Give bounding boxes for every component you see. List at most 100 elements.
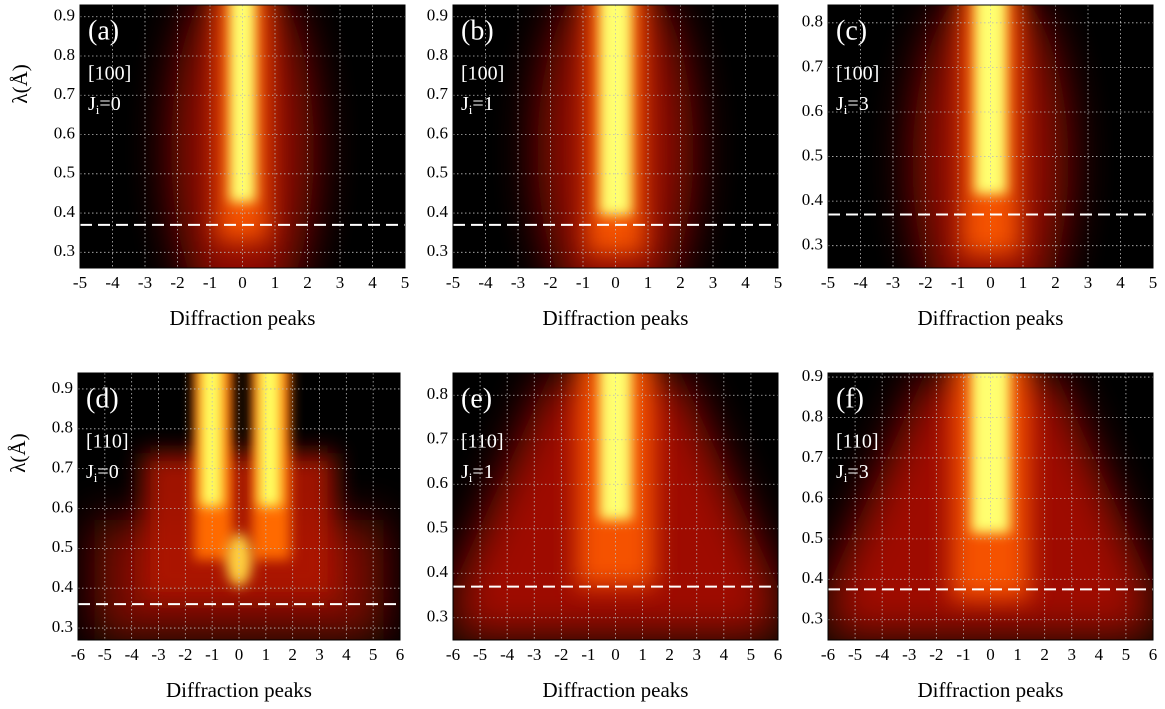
y-tick-label: 0.7 [54,84,76,103]
x-tick-label: -4 [875,645,890,664]
x-tick-label: -1 [581,645,595,664]
y-axis-label: λ(Å) [6,433,30,472]
x-tick-label: -3 [151,645,165,664]
x-tick-label: 4 [342,645,351,664]
x-tick-label: -1 [951,273,965,292]
y-tick-label: 0.6 [52,497,73,516]
state-label: Ji=1 [461,461,494,485]
y-tick-label: 0.9 [52,378,73,397]
x-tick-label: 1 [638,645,647,664]
y-tick-label: 0.8 [427,384,448,403]
y-tick-label: 0.8 [802,12,823,31]
x-axis-label: Diffraction peaks [918,678,1064,702]
x-axis-label: Diffraction peaks [543,678,689,702]
panel: -5 -4 -3 -2 -1 0 1 2 3 4 5 0.3 0.4 0.5 0.6 0.7 0.8 0.9 (b)… [427,4,782,330]
plot-frame [827,372,1154,641]
x-tick-label: -2 [170,273,184,292]
state-value: =0 [99,93,120,115]
x-tick-label: -2 [918,273,932,292]
x-tick-label: -5 [821,273,835,292]
y-tick-label: 0.7 [427,84,449,103]
x-tick-label: -4 [500,645,515,664]
heatmap [94,373,384,640]
x-tick-label: -4 [125,645,140,664]
y-tick-label: 0.3 [802,609,823,628]
x-tick-label: -2 [929,645,943,664]
direction-label: [110] [461,431,504,453]
y-tick-label: 0.5 [802,528,823,547]
x-tick-label: 1 [271,273,280,292]
state-value: =1 [472,93,493,115]
panel: -5 -4 -3 -2 -1 0 1 2 3 4 5 0.3 0.4 0.5 0.6 0.7 0.8 0.9 (a)… [8,4,409,330]
x-tick-label: -1 [203,273,217,292]
x-tick-label: 6 [1149,645,1158,664]
x-tick-label: -2 [554,645,568,664]
panel: -5 -4 -3 -2 -1 0 1 2 3 4 5 0.3 0.4 0.5 0.6 0.7 0.8 (c) [10… [802,4,1157,330]
x-tick-label: 6 [774,645,783,664]
y-tick-label: 0.7 [427,429,449,448]
x-tick-label: -3 [511,273,525,292]
state-subscript: i [469,470,473,485]
y-tick-label: 0.9 [54,6,75,25]
x-tick-label: -6 [821,645,835,664]
panel: -6 -5 -4 -3 -2 -1 0 1 2 3 4 5 6 0.3 0.4 0.5 0.6 0.7 0.8 0.9… [6,372,404,702]
panel-label: (c) [836,15,867,46]
x-tick-label: -1 [205,645,219,664]
x-tick-label: 4 [720,645,729,664]
y-tick-label: 0.8 [52,418,73,437]
y-tick-label: 0.3 [427,607,448,626]
x-tick-label: 0 [235,645,244,664]
x-axis-label: Diffraction peaks [166,678,312,702]
direction-label: [110] [836,431,879,453]
plot-frame [452,4,779,269]
y-tick-label: 0.5 [427,518,448,537]
x-tick-label: 1 [644,273,653,292]
panel-label: (e) [461,383,492,414]
y-tick-label: 0.5 [54,163,75,182]
x-tick-label: 3 [315,645,324,664]
x-tick-label: 2 [1051,273,1060,292]
y-tick-label: 0.8 [802,406,823,425]
x-tick-label: 3 [1084,273,1093,292]
y-tick-label: 0.6 [427,473,448,492]
x-tick-label: 0 [986,645,995,664]
x-tick-label: 4 [741,273,750,292]
x-tick-label: 2 [676,273,685,292]
y-tick-label: 0.4 [427,562,449,581]
x-axis-label: Diffraction peaks [918,306,1064,330]
heatmap [171,5,314,268]
panel-label: (b) [461,15,494,46]
heatmap [537,5,694,268]
y-tick-label: 0.6 [802,487,823,506]
y-tick-label: 0.4 [427,202,449,221]
y-axis-label: λ(Å) [8,64,32,103]
y-tick-label: 0.4 [802,568,824,587]
state-value: =3 [847,93,868,115]
x-tick-label: -2 [178,645,192,664]
x-tick-label: 5 [747,645,756,664]
direction-label: [100] [461,63,504,85]
direction-label: [110] [86,431,129,453]
y-tick-label: 0.3 [54,241,75,260]
y-tick-label: 0.4 [802,190,824,209]
y-tick-label: 0.5 [427,163,448,182]
x-tick-label: 0 [611,273,620,292]
x-tick-label: 3 [1068,645,1077,664]
x-tick-label: -4 [478,273,493,292]
y-tick-label: 0.3 [52,617,73,636]
x-tick-label: 1 [1019,273,1028,292]
y-tick-label: 0.8 [427,45,448,64]
panel: -6 -5 -4 -3 -2 -1 0 1 2 3 4 5 6 0.3 0.4 0.5 0.6 0.7 0.8 (e)… [427,372,783,702]
panel: -6 -5 -4 -3 -2 -1 0 1 2 3 4 5 6 0.3 0.4 0.5 0.6 0.7 0.8 0.9… [802,366,1158,702]
y-tick-label: 0.9 [802,366,823,385]
y-tick-label: 0.4 [54,202,76,221]
x-tick-label: -3 [527,645,541,664]
y-tick-label: 0.7 [52,458,74,477]
heat-glow [200,373,223,507]
y-tick-label: 0.5 [52,537,73,556]
x-tick-label: -4 [853,273,868,292]
x-tick-label: -5 [848,645,862,664]
x-tick-label: 3 [336,273,345,292]
x-tick-label: 5 [1122,645,1131,664]
